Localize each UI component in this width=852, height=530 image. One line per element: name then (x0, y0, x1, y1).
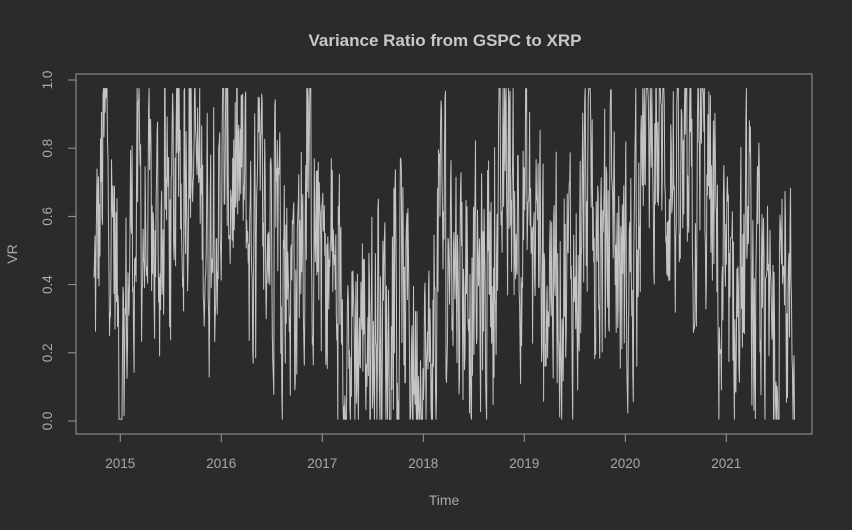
y-tick-label: 1.0 (40, 71, 55, 90)
y-tick-label: 0.8 (40, 139, 55, 158)
x-tick-label: 2019 (509, 456, 539, 471)
x-axis-title: Time (429, 492, 460, 508)
x-tick-label: 2018 (408, 456, 438, 471)
y-tick-label: 0.0 (40, 412, 55, 431)
variance-ratio-series-line (93, 88, 795, 420)
x-tick-label: 2016 (206, 456, 236, 471)
x-axis: 2015 2016 2017 2018 2019 2020 2021 (105, 433, 741, 471)
x-tick-label: 2017 (307, 456, 337, 471)
x-tick-label: 2020 (610, 456, 640, 471)
y-tick-label: 0.4 (40, 275, 55, 294)
chart-title: Variance Ratio from GSPC to XRP (308, 31, 581, 50)
y-tick-label: 0.2 (40, 343, 55, 362)
y-axis-title: VR (4, 244, 20, 263)
x-tick-label: 2015 (105, 456, 135, 471)
x-tick-label: 2021 (711, 456, 741, 471)
y-tick-label: 0.6 (40, 207, 55, 226)
y-axis: 0.0 0.2 0.4 0.6 0.8 1.0 (40, 71, 77, 431)
